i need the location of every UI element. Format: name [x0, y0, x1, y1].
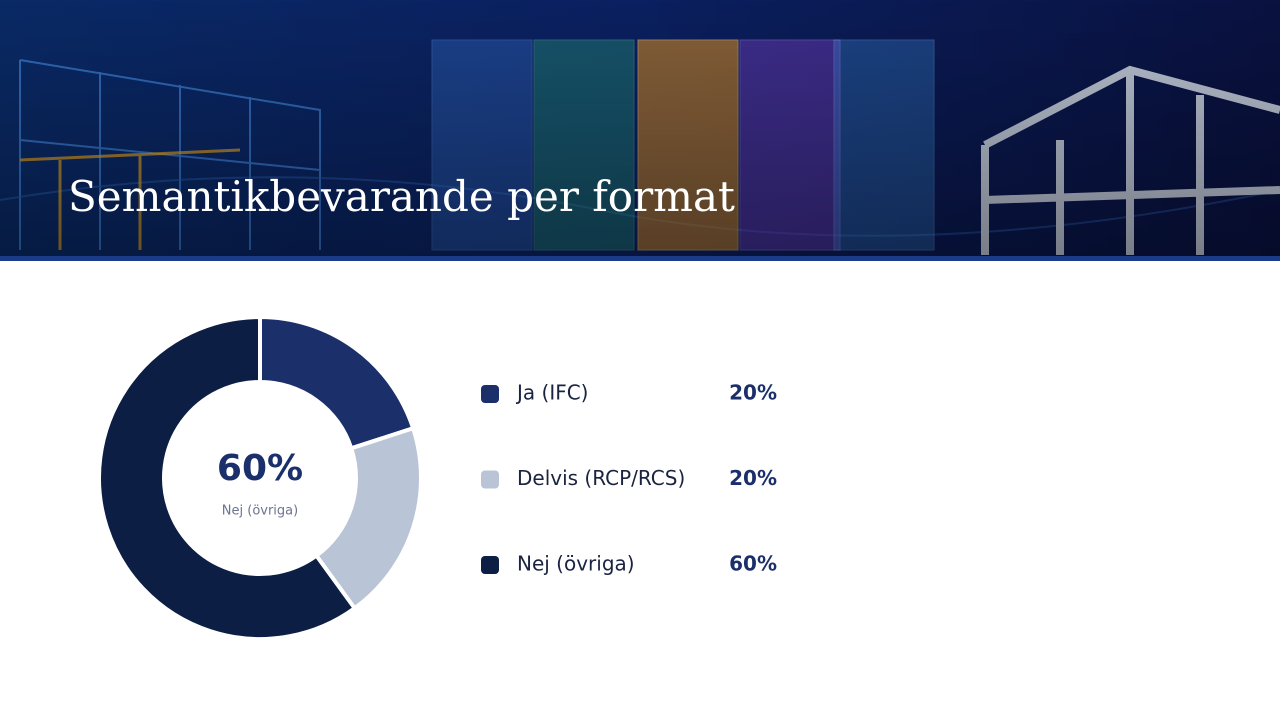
legend-label: Nej (övriga) — [517, 552, 635, 576]
legend-value: 20% — [729, 381, 777, 405]
legend-value: 20% — [729, 466, 777, 490]
legend-label: Delvis (RCP/RCS) — [517, 466, 685, 490]
legend: Ja (IFC) 20% Delvis (RCP/RCS) 20% Nej (övrig… — [481, 381, 777, 576]
donut-slice — [258, 314, 416, 451]
legend-swatch — [481, 556, 499, 574]
donut-slice — [313, 425, 423, 612]
chart-title: Semantikbevarande per format — [68, 172, 735, 221]
legend-value: 60% — [729, 552, 777, 576]
donut — [97, 314, 423, 641]
donut-slice — [97, 314, 358, 641]
legend-swatch — [481, 470, 499, 489]
center-value: 60% — [217, 448, 303, 489]
center-label: Nej (övriga) — [222, 504, 298, 519]
header-banner — [0, 0, 1280, 261]
legend-swatch — [481, 385, 499, 403]
legend-label: Ja (IFC) — [515, 381, 588, 405]
